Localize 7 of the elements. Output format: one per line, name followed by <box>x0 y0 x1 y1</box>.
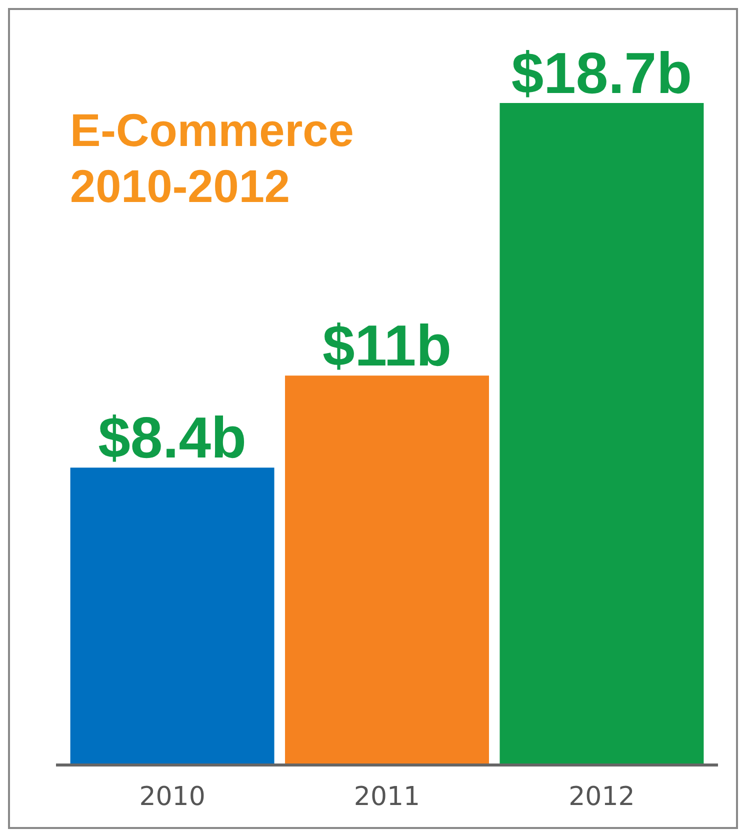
data-label: $18.7b <box>511 41 692 106</box>
text: E-Commerce 2010-2012 <box>70 104 354 212</box>
data-label: $8.4b <box>98 406 246 471</box>
x-tick-label: 2011 <box>354 782 420 812</box>
x-tick-label: 2010 <box>139 782 206 812</box>
data-label: $11b <box>322 314 452 379</box>
x-tick-label: 2012 <box>568 782 635 812</box>
